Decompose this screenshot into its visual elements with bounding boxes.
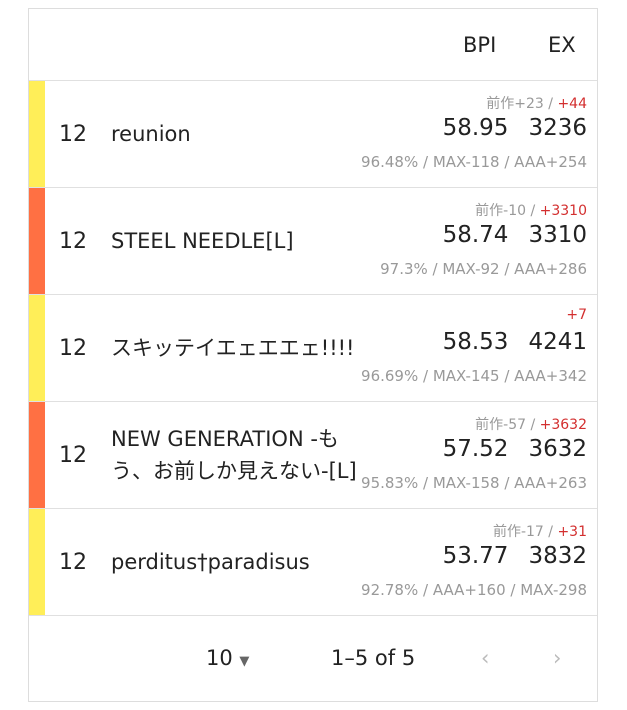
score-diff: 前作-17 / +31 xyxy=(493,521,587,541)
level: 12 xyxy=(59,121,87,147)
ex-value: 4241 xyxy=(528,329,587,355)
score-detail: 97.3% / MAX-92 / AAA+286 xyxy=(380,260,587,278)
previous-diff: 前作-17 / xyxy=(492,524,558,540)
bpi-value: 53.77 xyxy=(442,543,509,569)
score-detail: 95.83% / MAX-158 / AAA+263 xyxy=(361,474,587,492)
table-row[interactable]: 12 NEW GENERATION -もう、お前しか見えない-[L] 前作-57… xyxy=(29,402,597,509)
level: 12 xyxy=(59,442,87,468)
bpi-value: 58.74 xyxy=(442,222,509,248)
clear-lamp xyxy=(29,295,45,401)
caret-down-icon: ▼ xyxy=(239,654,250,669)
page-range: 1–5 of 5 xyxy=(331,646,416,670)
ex-value: 3832 xyxy=(528,543,587,569)
column-header-bpi[interactable]: BPI xyxy=(463,33,497,57)
song-title: perditus†paradisus xyxy=(111,550,310,574)
scores: 57.52 3632 xyxy=(443,436,587,462)
previous-diff: 前作-57 / xyxy=(475,417,540,433)
previous-diff: 前作+23 / xyxy=(486,96,558,112)
column-header-ex[interactable]: EX xyxy=(548,33,576,57)
improvement: +7 xyxy=(566,307,587,323)
scores: 53.77 3832 xyxy=(443,543,587,569)
table-row[interactable]: 12 STEEL NEEDLE[L] 前作-10 / +3310 58.74 33… xyxy=(29,188,597,295)
score-detail: 96.48% / MAX-118 / AAA+254 xyxy=(361,153,587,171)
score-detail: 92.78% / AAA+160 / MAX-298 xyxy=(361,581,587,599)
score-diff: 前作+23 / +44 xyxy=(486,93,587,113)
score-detail: 96.69% / MAX-145 / AAA+342 xyxy=(361,367,587,385)
level: 12 xyxy=(59,228,87,254)
scores: 58.53 4241 xyxy=(443,329,587,355)
song-title: reunion xyxy=(111,122,191,146)
chevron-right-icon[interactable]: › xyxy=(553,646,562,670)
level: 12 xyxy=(59,335,87,361)
score-table: BPI EX 12 reunion 前作+23 / +44 58.95 3236 … xyxy=(28,8,598,702)
table-row[interactable]: 12 reunion 前作+23 / +44 58.95 3236 96.48% … xyxy=(29,81,597,188)
bpi-value: 58.53 xyxy=(442,329,509,355)
improvement: +3632 xyxy=(539,417,587,433)
rows-per-page-select[interactable]: 10 ▼ xyxy=(206,646,249,670)
clear-lamp xyxy=(29,81,45,187)
clear-lamp xyxy=(29,188,45,294)
score-diff: +7 xyxy=(566,307,587,323)
ex-value: 3310 xyxy=(528,222,587,248)
level: 12 xyxy=(59,549,87,575)
bpi-value: 57.52 xyxy=(442,436,509,462)
chevron-left-icon[interactable]: ‹ xyxy=(481,646,490,670)
clear-lamp xyxy=(29,509,45,615)
scores: 58.95 3236 xyxy=(443,115,587,141)
score-diff: 前作-57 / +3632 xyxy=(475,414,587,434)
score-diff: 前作-10 / +3310 xyxy=(475,200,587,220)
bpi-value: 58.95 xyxy=(442,115,509,141)
song-title: NEW GENERATION -もう、お前しか見えない-[L] xyxy=(111,427,357,483)
table-header: BPI EX xyxy=(29,9,597,81)
ex-value: 3236 xyxy=(528,115,587,141)
previous-diff: 前作-10 / xyxy=(475,203,540,219)
improvement: +3310 xyxy=(539,203,587,219)
rows-per-page-value: 10 xyxy=(206,646,233,670)
pagination: 10 ▼ 1–5 of 5 ‹ › xyxy=(29,616,597,704)
ex-value: 3632 xyxy=(528,436,587,462)
table-row[interactable]: 12 perditus†paradisus 前作-17 / +31 53.77 3… xyxy=(29,509,597,616)
clear-lamp xyxy=(29,402,45,508)
improvement: +44 xyxy=(557,96,587,112)
table-row[interactable]: 12 スキッテイエェエエェ!!!! +7 58.53 4241 96.69% / … xyxy=(29,295,597,402)
song-title: STEEL NEEDLE[L] xyxy=(111,229,294,253)
song-title: スキッテイエェエエェ!!!! xyxy=(111,336,355,360)
scores: 58.74 3310 xyxy=(443,222,587,248)
improvement: +31 xyxy=(557,524,587,540)
